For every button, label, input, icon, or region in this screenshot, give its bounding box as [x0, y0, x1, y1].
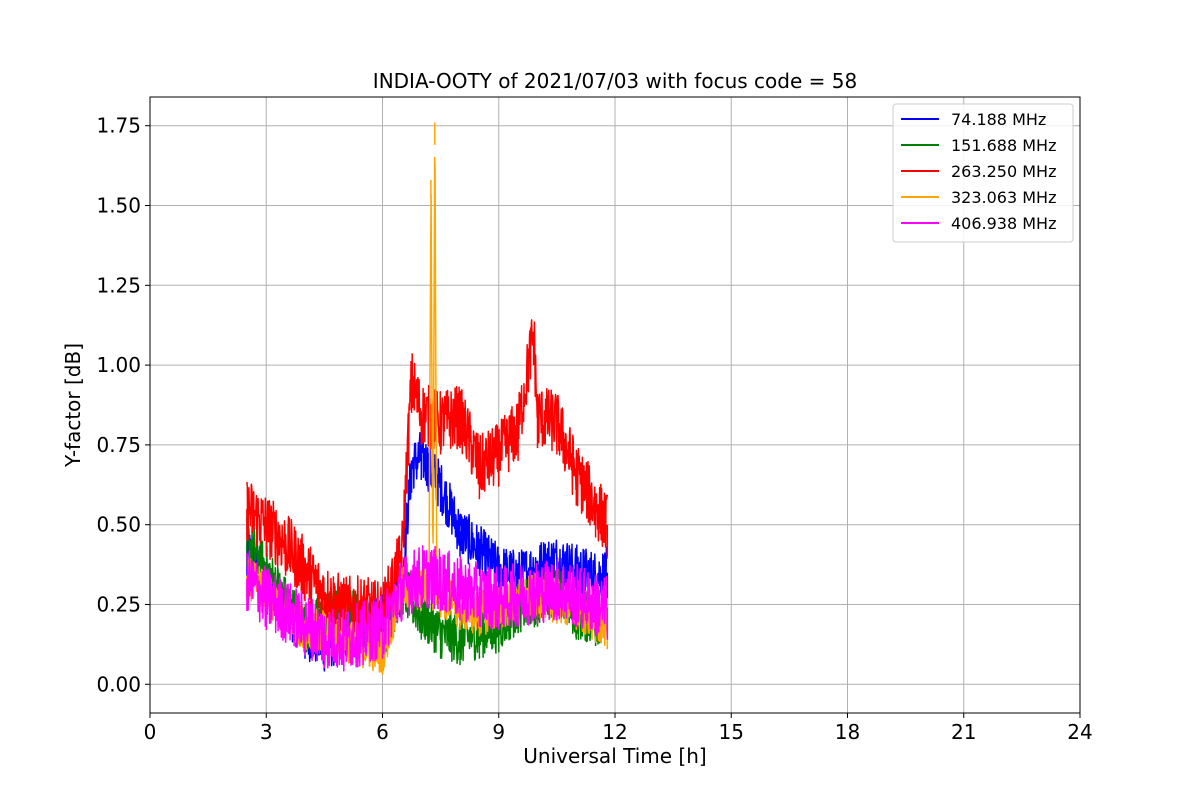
y-tick-label: 1.75: [96, 114, 141, 138]
x-axis-label: Universal Time [h]: [523, 744, 706, 768]
legend-box: [892, 103, 1074, 243]
x-tick-label: 3: [260, 720, 273, 744]
x-tick-label: 21: [951, 720, 976, 744]
series-line-4: [246, 545, 609, 672]
x-tick-label: 12: [602, 720, 627, 744]
y-tick-label: 1.50: [96, 194, 141, 218]
chart-title: INDIA-OOTY of 2021/07/03 with focus code…: [373, 69, 857, 93]
x-tick-label: 0: [144, 720, 157, 744]
x-tick-label: 9: [492, 720, 505, 744]
y-axis-ticks: 0.00 0.25 0.50 0.75 1.00 1.25 1.50 1.75: [96, 114, 150, 696]
legend-label-4: 406.938 MHz: [951, 214, 1056, 233]
y-tick-label: 0.25: [96, 592, 141, 616]
y-tick-label: 1.25: [96, 273, 141, 297]
legend-label-0: 74.188 MHz: [951, 110, 1046, 129]
legend-label-3: 323.063 MHz: [951, 188, 1056, 207]
y-tick-label: 1.00: [96, 353, 141, 377]
legend-label-2: 263.250 MHz: [951, 162, 1056, 181]
x-tick-label: 6: [376, 720, 389, 744]
legend-label-1: 151.688 MHz: [951, 136, 1056, 155]
x-tick-label: 18: [835, 720, 860, 744]
x-tick-label: 24: [1067, 720, 1092, 744]
y-tick-label: 0.50: [96, 513, 141, 537]
series-layer: [246, 122, 609, 675]
legend: 74.188 MHz 151.688 MHz 263.250 MHz 323.063 …: [892, 103, 1074, 243]
y-axis-label: Y-factor [dB]: [61, 343, 85, 468]
y-tick-label: 0.75: [96, 433, 141, 457]
x-tick-label: 15: [719, 720, 744, 744]
x-axis-ticks: 0 3 6 9 12 15 18 21 24: [144, 713, 1093, 744]
y-tick-label: 0.00: [96, 672, 141, 696]
